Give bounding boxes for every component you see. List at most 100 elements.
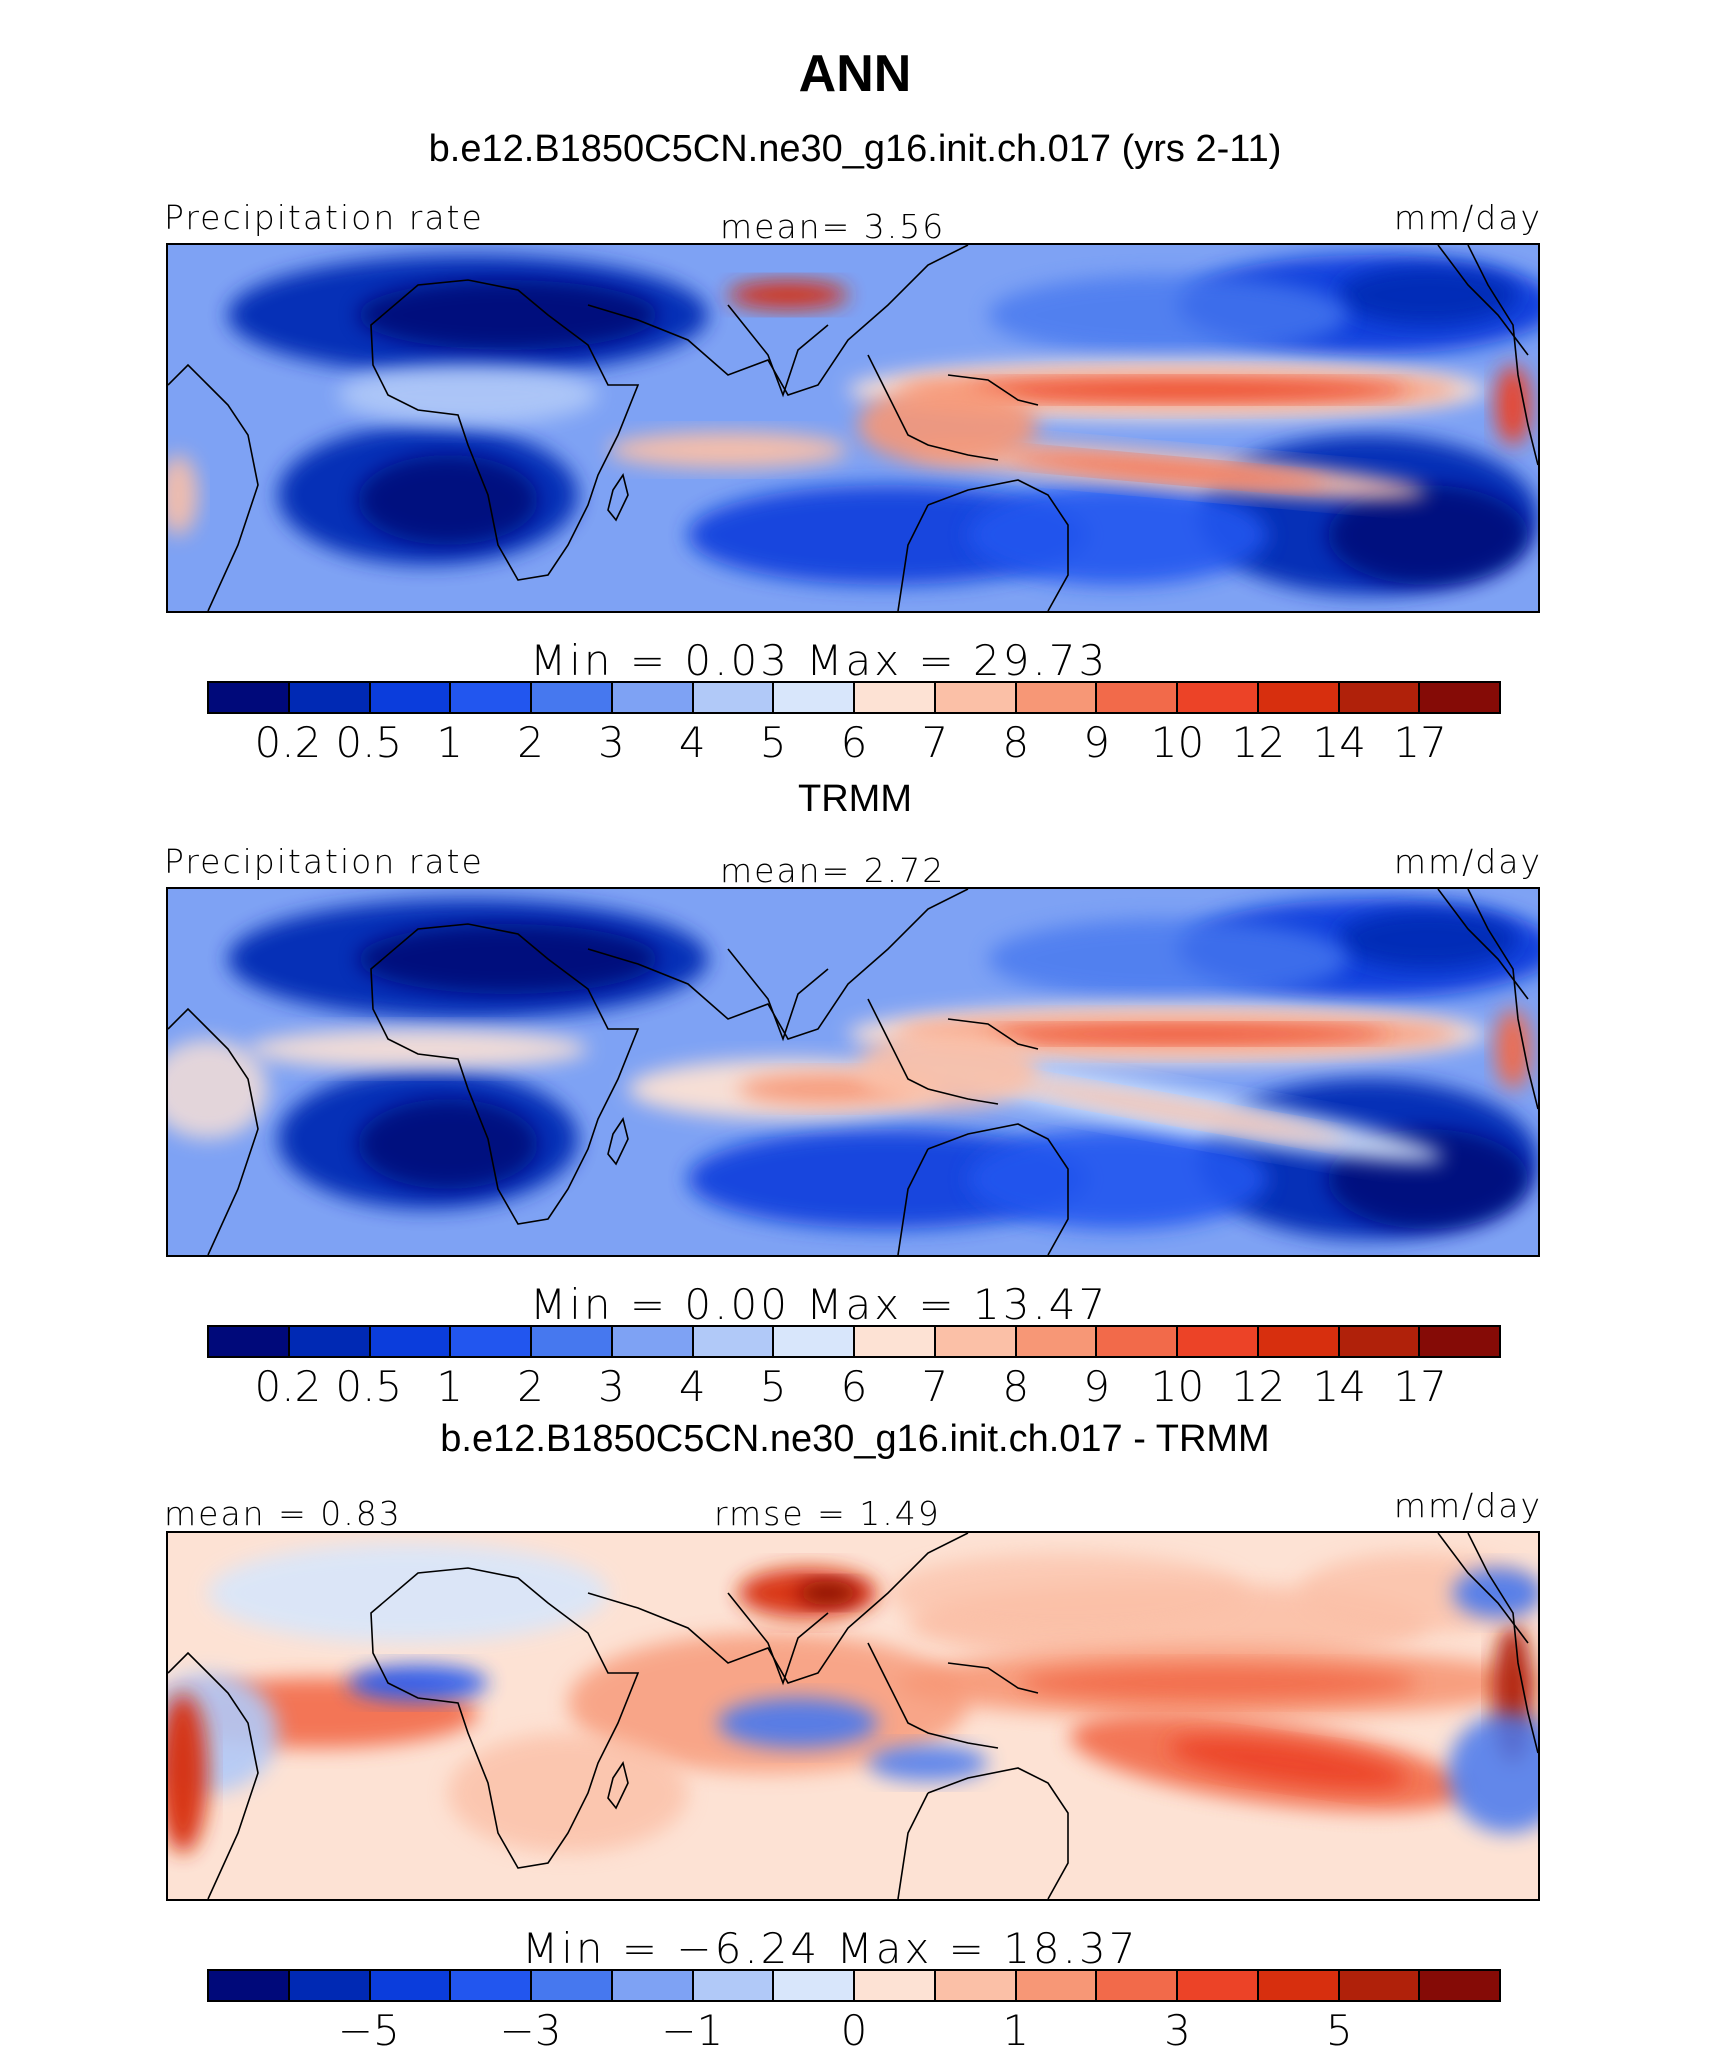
colorbar-tick-label: 8 bbox=[1002, 1362, 1030, 1411]
colorbar-swatch bbox=[1339, 1327, 1421, 1356]
colorbar-swatch bbox=[612, 683, 694, 712]
panel-3-mean-label: mean = 0.83 bbox=[164, 1494, 402, 1533]
colorbar-tick-label: −1 bbox=[661, 2006, 724, 2055]
panel-2-variable-label: Precipitation rate bbox=[164, 842, 484, 881]
colorbar-tick-label: 0.2 bbox=[254, 718, 322, 767]
colorbar-swatch bbox=[209, 683, 290, 712]
colorbar-swatch bbox=[1016, 683, 1098, 712]
colorbar-swatch bbox=[209, 1327, 290, 1356]
panel-3-map bbox=[166, 1531, 1540, 1901]
colorbar-swatch bbox=[1420, 1327, 1499, 1356]
panel-1-mean-label: mean= 3.56 bbox=[720, 207, 946, 246]
colorbar-tick-label: 14 bbox=[1312, 718, 1366, 767]
figure-title: ANN bbox=[798, 45, 912, 103]
colorbar-tick-label: 17 bbox=[1393, 718, 1447, 767]
colorbar-tick-label: 6 bbox=[840, 1362, 868, 1411]
panel-1-units: mm/day bbox=[1393, 198, 1542, 237]
colorbar-swatch bbox=[855, 683, 936, 712]
panel-1-colorbar bbox=[207, 681, 1501, 714]
colorbar-swatch bbox=[451, 1971, 532, 2000]
colorbar-swatch bbox=[1339, 1971, 1421, 2000]
panel-3-minmax: Min = −6.24 Max = 18.37 bbox=[522, 1924, 1139, 1973]
colorbar-tick-label: 5 bbox=[759, 1362, 787, 1411]
colorbar-tick-label: 3 bbox=[598, 718, 625, 767]
panel-3-rmse-label: rmse = 1.49 bbox=[714, 1494, 941, 1533]
panel-2-heading: TRMM bbox=[798, 778, 912, 820]
colorbar-tick-label: 6 bbox=[840, 718, 868, 767]
colorbar-tick-label: 3 bbox=[598, 1362, 625, 1411]
precipitation-field bbox=[168, 1533, 1538, 1899]
colorbar-swatch bbox=[1258, 1327, 1340, 1356]
colorbar-tick-label: 4 bbox=[678, 718, 706, 767]
colorbar-tick-label: 12 bbox=[1231, 1362, 1286, 1411]
colorbar-tick-label: 0 bbox=[840, 2006, 868, 2055]
colorbar-swatch bbox=[532, 1971, 613, 2000]
colorbar-tick-label: 2 bbox=[517, 1362, 544, 1411]
panel-2-colorbar-ticks: 0.2 0.5 1 2 3 4 5 6 7 8 9 10 12 14 17 bbox=[207, 1362, 1501, 1412]
colorbar-tick-label: 4 bbox=[678, 1362, 706, 1411]
colorbar-swatch bbox=[1178, 683, 1259, 712]
colorbar-tick-label: 2 bbox=[517, 718, 544, 767]
panel-1-variable-label: Precipitation rate bbox=[164, 198, 484, 237]
panel-2-mean-label: mean= 2.72 bbox=[720, 851, 946, 890]
panel-1-minmax: Min = 0.03 Max = 29.73 bbox=[530, 636, 1109, 685]
panel-2-colorbar bbox=[207, 1325, 1501, 1358]
colorbar-swatch bbox=[612, 1327, 694, 1356]
colorbar-swatch bbox=[774, 1327, 855, 1356]
panel-3-heading: b.e12.B1850C5CN.ne30_g16.init.ch.017 - T… bbox=[440, 1418, 1270, 1460]
colorbar-tick-label: 0.5 bbox=[335, 1362, 403, 1411]
colorbar-swatch bbox=[532, 683, 613, 712]
colorbar-tick-label: 10 bbox=[1150, 718, 1205, 767]
colorbar-tick-label: 7 bbox=[921, 718, 949, 767]
colorbar-swatch bbox=[935, 1971, 1017, 2000]
colorbar-swatch bbox=[774, 683, 855, 712]
colorbar-tick-label: 8 bbox=[1002, 718, 1030, 767]
panel-1-map bbox=[166, 243, 1540, 613]
panel-3-colorbar bbox=[207, 1969, 1501, 2002]
panel-3-colorbar-ticks: −5 −3 −1 0 1 3 5 bbox=[207, 2006, 1501, 2056]
colorbar-swatch bbox=[1420, 1971, 1499, 2000]
colorbar-swatch bbox=[612, 1971, 694, 2000]
colorbar-tick-label: 0.5 bbox=[335, 718, 403, 767]
colorbar-swatch bbox=[774, 1971, 855, 2000]
colorbar-tick-label: 12 bbox=[1231, 718, 1286, 767]
colorbar-tick-label: 5 bbox=[759, 718, 787, 767]
colorbar-swatch bbox=[1178, 1971, 1259, 2000]
panel-2-units: mm/day bbox=[1393, 842, 1542, 881]
colorbar-swatch bbox=[693, 1971, 775, 2000]
panel-1-colorbar-ticks: 0.2 0.5 1 2 3 4 5 6 7 8 9 10 12 14 17 bbox=[207, 718, 1501, 768]
panel-3-units: mm/day bbox=[1393, 1486, 1542, 1525]
colorbar-tick-label: 1 bbox=[1002, 2006, 1030, 2055]
colorbar-tick-label: 1 bbox=[436, 718, 463, 767]
panel-2-map bbox=[166, 887, 1540, 1257]
colorbar-swatch bbox=[935, 683, 1017, 712]
panel-1-heading: b.e12.B1850C5CN.ne30_g16.init.ch.017 (yr… bbox=[428, 128, 1282, 170]
colorbar-swatch bbox=[289, 1971, 371, 2000]
colorbar-swatch bbox=[532, 1327, 613, 1356]
colorbar-swatch bbox=[855, 1327, 936, 1356]
colorbar-swatch bbox=[1258, 683, 1340, 712]
colorbar-swatch bbox=[1178, 1327, 1259, 1356]
colorbar-swatch bbox=[370, 1327, 452, 1356]
colorbar-swatch bbox=[289, 683, 371, 712]
colorbar-swatch bbox=[370, 683, 452, 712]
colorbar-swatch bbox=[289, 1327, 371, 1356]
colorbar-tick-label: 7 bbox=[921, 1362, 949, 1411]
colorbar-tick-label: 9 bbox=[1083, 1362, 1110, 1411]
colorbar-tick-label: 9 bbox=[1083, 718, 1110, 767]
colorbar-tick-label: 3 bbox=[1164, 2006, 1191, 2055]
colorbar-tick-label: −3 bbox=[499, 2006, 562, 2055]
colorbar-swatch bbox=[693, 1327, 775, 1356]
precipitation-field bbox=[168, 245, 1538, 611]
panel-2-minmax: Min = 0.00 Max = 13.47 bbox=[530, 1280, 1109, 1329]
colorbar-swatch bbox=[1016, 1971, 1098, 2000]
colorbar-swatch bbox=[935, 1327, 1017, 1356]
colorbar-tick-label: 10 bbox=[1150, 1362, 1205, 1411]
colorbar-swatch bbox=[693, 683, 775, 712]
colorbar-swatch bbox=[1097, 1327, 1178, 1356]
precipitation-field bbox=[168, 889, 1538, 1255]
colorbar-tick-label: 5 bbox=[1325, 2006, 1353, 2055]
colorbar-swatch bbox=[1097, 683, 1178, 712]
colorbar-swatch bbox=[1420, 683, 1499, 712]
colorbar-tick-label: 0.2 bbox=[254, 1362, 322, 1411]
